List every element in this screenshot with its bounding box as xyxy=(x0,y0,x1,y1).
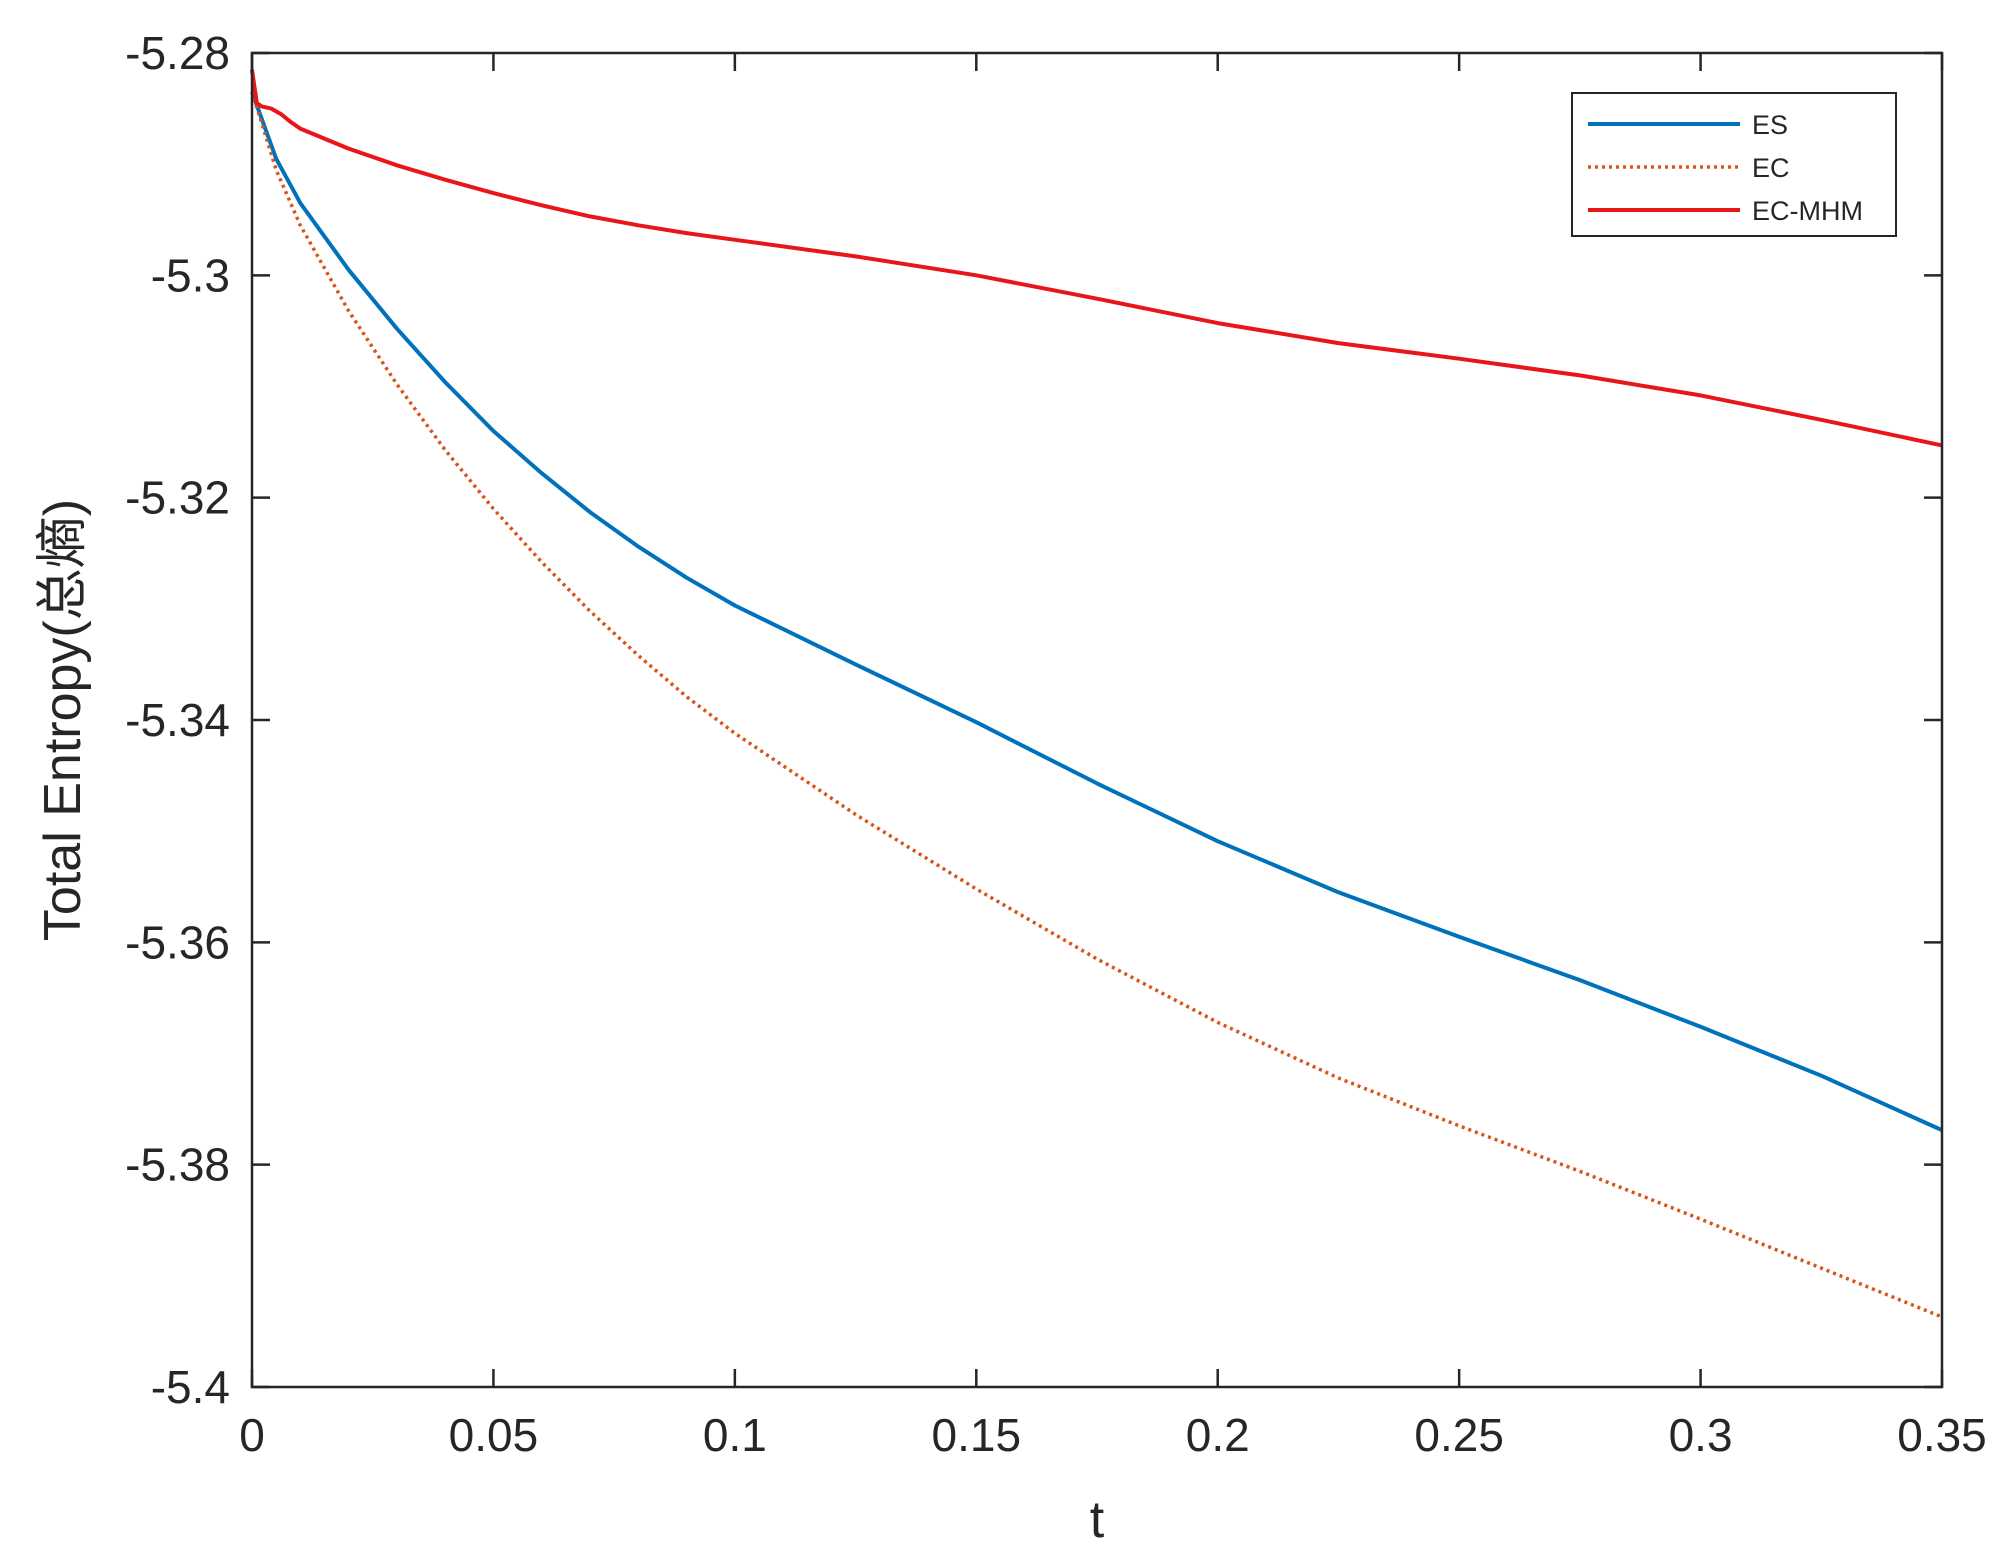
x-tick-label: 0 xyxy=(239,1409,265,1461)
y-tick-label: -5.38 xyxy=(125,1139,230,1191)
y-tick-label: -5.36 xyxy=(125,916,230,968)
legend-box xyxy=(1571,92,1897,237)
x-tick-label: 0.2 xyxy=(1186,1409,1250,1461)
x-tick-label: 0.35 xyxy=(1897,1409,1987,1461)
y-axis-title: Total Entropy(总熵) xyxy=(34,499,92,941)
series-line-ec xyxy=(250,91,1943,1319)
x-tick-label: 0.15 xyxy=(932,1409,1022,1461)
y-tick-label: -5.34 xyxy=(125,694,230,746)
y-tick-label: -5.3 xyxy=(151,249,230,301)
legend-label-ec-mhm: EC-MHM xyxy=(1752,196,1863,226)
plot-area-frame xyxy=(250,51,1944,1389)
x-tick-label: 0.3 xyxy=(1669,1409,1733,1461)
series-layer xyxy=(250,69,1943,1319)
series-line-es xyxy=(250,91,1943,1133)
y-tick-label: -5.4 xyxy=(151,1361,230,1413)
x-tick-label: 0.1 xyxy=(703,1409,767,1461)
legend-label-es: ES xyxy=(1752,110,1788,140)
legend-label-ec: EC xyxy=(1752,153,1790,183)
x-tick-label: 0.05 xyxy=(449,1409,539,1461)
y-tick-label: -5.32 xyxy=(125,472,230,524)
series-line-ec-mhm xyxy=(250,69,1943,448)
x-axis-title: t xyxy=(1090,1491,1105,1549)
x-tick-label: 0.25 xyxy=(1414,1409,1504,1461)
legend: ES EC EC-MHM xyxy=(1571,92,1897,237)
ticks-layer: 0 0.05 0.1 0.15 0.2 0.25 0.3 0.35 -5.4 -5.38 -5.36… xyxy=(125,27,1987,1461)
y-tick-label: -5.28 xyxy=(125,27,230,79)
